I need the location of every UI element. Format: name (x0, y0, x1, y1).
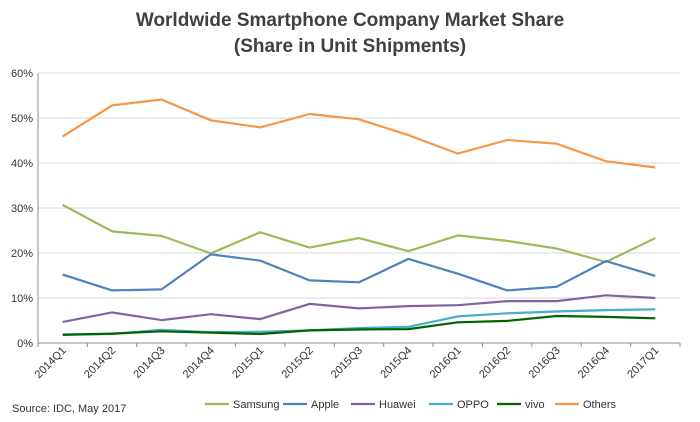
legend-label: vivo (525, 399, 545, 411)
y-tick-label: 40% (11, 158, 33, 170)
y-tick-label: 10% (11, 293, 33, 305)
series-lines (62, 98, 656, 336)
series-line-others (62, 98, 656, 169)
gridlines (38, 72, 680, 299)
x-tick-label: 2015Q3 (329, 345, 365, 381)
legend: Samsung Apple Huawei OPPO vivo Others (205, 399, 617, 411)
y-tick-label: 0% (17, 338, 33, 350)
y-tick-label: 30% (11, 203, 33, 215)
y-tick-label: 20% (11, 248, 33, 260)
x-tick-label: 2015Q2 (280, 345, 316, 381)
x-tick-label: 2015Q1 (230, 345, 266, 381)
x-tick-label: 2016Q2 (477, 345, 513, 381)
x-tick-label: 2016Q1 (428, 345, 464, 381)
series-line-samsung (62, 203, 656, 264)
x-tick-label: 2014Q2 (82, 345, 118, 381)
y-tick-label: 60% (11, 68, 33, 80)
x-tick-label: 2016Q4 (576, 345, 612, 381)
y-tick-label: 50% (11, 113, 33, 125)
chart-title: Worldwide Smartphone Company Market Shar… (136, 10, 564, 31)
x-tick-label: 2014Q4 (181, 345, 217, 381)
x-tick-label: 2014Q3 (131, 345, 167, 381)
legend-label: Apple (311, 399, 339, 411)
legend-label: Samsung (233, 399, 279, 411)
chart-subtitle: (Share in Unit Shipments) (234, 36, 466, 57)
source-note: Source: IDC, May 2017 (12, 403, 126, 415)
legend-label: Others (583, 399, 617, 411)
legend-label: OPPO (457, 399, 489, 411)
series-line-vivo (62, 314, 656, 336)
series-line-oppo (62, 308, 656, 336)
x-tick-label: 2014Q1 (33, 345, 69, 381)
series-line-huawei (62, 294, 656, 323)
x-tick-label: 2015Q4 (378, 345, 414, 381)
series-line-apple (62, 253, 656, 292)
x-tick-label: 2017Q1 (625, 345, 661, 381)
x-tick-label: 2016Q3 (526, 345, 562, 381)
legend-label: Huawei (379, 399, 416, 411)
